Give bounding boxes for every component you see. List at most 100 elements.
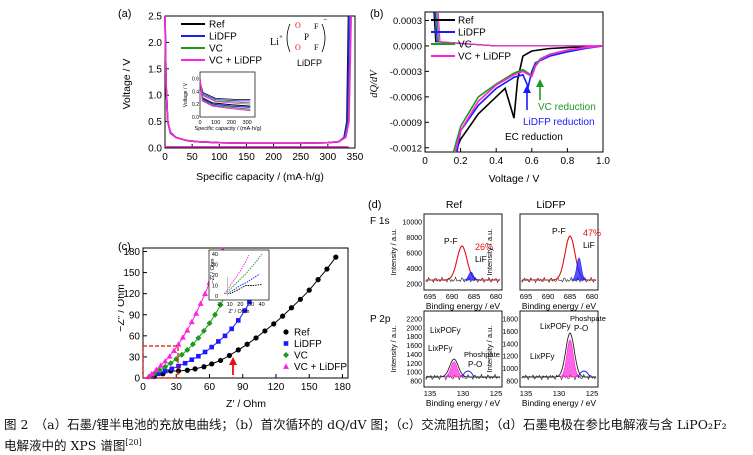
xps-xtick: 125 (586, 389, 599, 398)
molecule-brackets (286, 23, 326, 53)
molecule-f2: F (314, 43, 319, 52)
panel-c-xticks: 0 30 60 90 120 150 180 (140, 374, 351, 393)
c-inset-ytick: 40 (212, 252, 218, 258)
c-point-lidfp (196, 353, 201, 359)
c-inset-series (229, 284, 262, 295)
xps-ytick: 4000 (406, 266, 422, 273)
xps-xtick: 685 (564, 292, 577, 301)
c-inset-xtick: 0 (217, 302, 220, 308)
a-ytick-label: 1.5 (148, 64, 162, 75)
xps-p2p-phosphate (577, 370, 591, 378)
c-legend-label: VC + LiDFP (294, 362, 347, 373)
xps-xtick: 680 (586, 292, 599, 301)
a-inset-xtick: 300 (243, 120, 252, 126)
c-xtick-label: 180 (334, 382, 351, 393)
c-point-vclidfp (188, 318, 195, 325)
xps-xlabel: Binding energy / eV (426, 301, 501, 311)
panel-c-xlabel: Z′ / Ohm (226, 398, 266, 410)
c-point-lidfp (247, 299, 252, 305)
c-xtick-label: 60 (204, 382, 216, 393)
c-point-lidfp (169, 366, 175, 372)
xps-lif-label: LiF (475, 254, 487, 264)
xps-xlabel: Binding energy / eV (522, 398, 597, 408)
c-point-ref (315, 277, 321, 283)
a-inset-ytick: 0.6 (192, 76, 199, 82)
c-legend-label: VC (294, 351, 308, 362)
panel-c-yticks: 0 30 60 90 120 150 180 (123, 247, 147, 385)
b-xtick-label: 1.0 (596, 156, 610, 167)
a-series-vc-lidfp (164, 15, 352, 144)
c-point-vclidfp (162, 358, 169, 364)
panel-a-chart: (a) 0.0 0.5 1.0 1.5 2.0 2.5 0 50 100 150 200 250 30… (118, 8, 364, 183)
a-inset-ytick: 0.2 (192, 102, 199, 108)
c-inset-series (227, 273, 260, 295)
panel-a-inset-frame (199, 71, 256, 118)
c-point-vc (162, 363, 169, 370)
xps-xtick: 695 (520, 292, 533, 301)
xps-ytick: 800 (410, 379, 422, 386)
panel-b-label: (b) (370, 8, 383, 20)
xps-p2p-peak (559, 338, 581, 378)
c-point-vc (156, 367, 163, 374)
xps-ylabel: Intensity / a.u. (389, 326, 398, 373)
vc-reduction-label: VC reduction (538, 102, 596, 113)
c-xtick-label: 120 (268, 382, 285, 393)
xps-p2p-label-d: P-O (574, 324, 588, 333)
c-point-ref (271, 321, 277, 327)
c-point-vc (206, 320, 213, 327)
xps-ytick: 1400 (406, 352, 422, 359)
xps-ytick: 10000 (403, 220, 423, 227)
c-legend-marker (283, 363, 289, 369)
c-point-ref (253, 335, 259, 341)
c-inset-series (225, 253, 263, 295)
a-inset-xtick: 200 (227, 120, 236, 126)
molecule-p: P (304, 32, 309, 42)
c-point-lidfp (222, 333, 228, 339)
caption-line-2-text: 电解液中的 XPS 谱图 (4, 438, 126, 454)
panel-a-frame (164, 15, 356, 149)
xps-lif-label: LiF (583, 240, 595, 250)
b-ytick-label: -0.0006 (390, 92, 422, 103)
c-legend-label: LiDFP (294, 339, 322, 350)
xps-xtick: 130 (457, 389, 470, 398)
red-arrow-head (229, 357, 237, 365)
caption-line-2: 电解液中的 XPS 谱图[20] (4, 434, 749, 455)
b-legend-label: VC + LiDFP (458, 52, 511, 63)
c-xtick-label: 90 (237, 382, 249, 393)
c-point-vclidfp (202, 290, 209, 297)
lidfp-molecule: Li + − P O O F F LiDFP (270, 15, 328, 68)
a-ytick-label: 2.0 (148, 38, 162, 49)
a-inset-xtick: 100 (211, 120, 220, 126)
a-xtick-label: 50 (187, 152, 199, 163)
c-point-ref (306, 287, 312, 293)
a-legend-label: VC + LiDFP (209, 56, 262, 67)
panel-d-xps: (d) Ref LiDFP F 1s P 2p 10000 8000 6000 400… (368, 199, 606, 408)
c-point-ref (201, 364, 207, 370)
c-point-lidfp (189, 357, 195, 363)
panel-c-inset-xlabel: Z′ / Ohm (229, 309, 250, 315)
c-point-vc (184, 346, 191, 353)
col-title-lidfp: LiDFP (536, 199, 565, 211)
xps-p2p-envelope (522, 332, 596, 378)
b-xtick-label: 0.6 (525, 156, 539, 167)
c-point-vc (212, 311, 219, 318)
a-ytick-label: 0.5 (148, 117, 162, 128)
c-point-lidfp (162, 368, 168, 374)
c-point-ref (297, 296, 303, 302)
panel-b-yticks: 0.0003 0.0000 -0.0003 -0.0006 -0.0009 -0.0012 (390, 16, 429, 154)
c-point-vc (173, 356, 180, 363)
xps-lif-peak (462, 271, 480, 281)
panel-c-inset-ylabel: −Z″ / Ohm (210, 258, 216, 283)
c-ytick-label: 0 (134, 374, 140, 385)
c-point-ref (217, 357, 224, 364)
panel-b-frame (424, 11, 604, 153)
xps-xlabel: Binding energy / eV (522, 301, 597, 311)
panel-c-label: (c) (118, 241, 131, 253)
panel-b-xticks: 0 0.2 0.4 0.6 0.8 1.0 (422, 148, 610, 167)
c-point-vclidfp (197, 300, 204, 306)
